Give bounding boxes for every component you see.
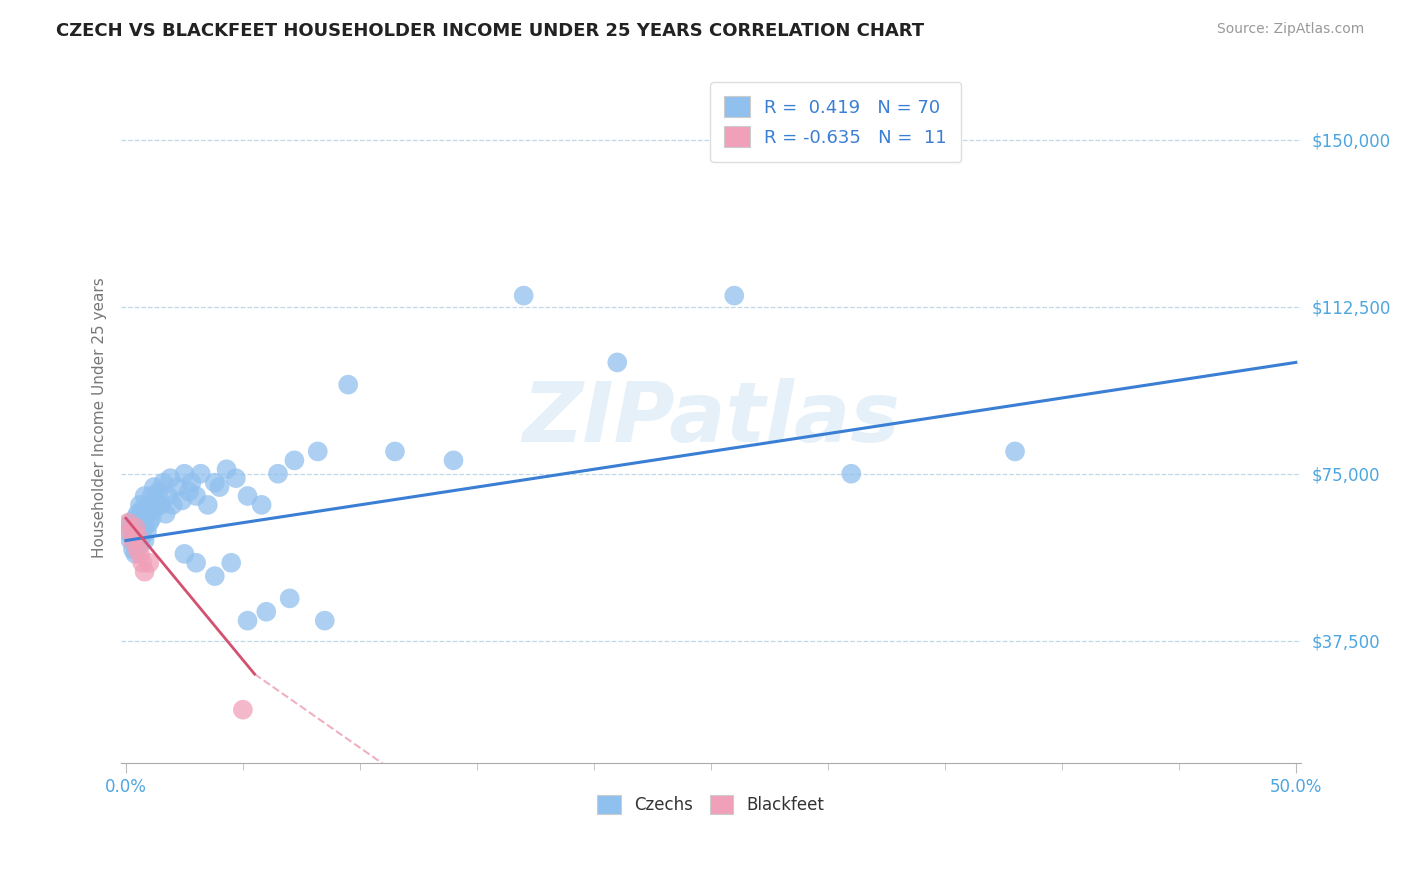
Point xyxy=(204,475,226,490)
Point xyxy=(127,529,149,543)
Point xyxy=(278,591,301,606)
Point xyxy=(138,556,160,570)
Point xyxy=(150,498,173,512)
Point xyxy=(127,520,149,534)
Point xyxy=(122,533,145,548)
Point xyxy=(177,484,200,499)
Text: Source: ZipAtlas.com: Source: ZipAtlas.com xyxy=(1216,22,1364,37)
Point xyxy=(219,556,242,570)
Point xyxy=(122,542,145,557)
Point xyxy=(307,444,329,458)
Point xyxy=(267,467,290,481)
Point xyxy=(152,475,174,490)
Point xyxy=(1004,444,1026,458)
Point xyxy=(120,533,142,548)
Point xyxy=(148,484,170,499)
Point xyxy=(141,511,163,525)
Point xyxy=(215,462,238,476)
Point xyxy=(170,493,193,508)
Point xyxy=(180,475,202,490)
Point xyxy=(236,489,259,503)
Point xyxy=(120,516,142,530)
Point xyxy=(127,533,149,548)
Point xyxy=(314,614,336,628)
Point xyxy=(117,524,139,539)
Point xyxy=(145,493,167,508)
Point xyxy=(136,524,159,539)
Point xyxy=(131,502,153,516)
Point xyxy=(122,520,145,534)
Point xyxy=(127,507,149,521)
Y-axis label: Householder Income Under 25 years: Householder Income Under 25 years xyxy=(93,277,107,558)
Point xyxy=(208,480,231,494)
Point xyxy=(129,547,152,561)
Point xyxy=(225,471,247,485)
Point xyxy=(134,533,156,548)
Point xyxy=(162,498,184,512)
Point xyxy=(129,511,152,525)
Point xyxy=(141,489,163,503)
Text: ZIPatlas: ZIPatlas xyxy=(522,377,900,458)
Point xyxy=(337,377,360,392)
Text: CZECH VS BLACKFEET HOUSEHOLDER INCOME UNDER 25 YEARS CORRELATION CHART: CZECH VS BLACKFEET HOUSEHOLDER INCOME UN… xyxy=(56,22,924,40)
Point xyxy=(254,605,277,619)
Point xyxy=(134,520,156,534)
Point xyxy=(155,507,177,521)
Point xyxy=(138,498,160,512)
Point xyxy=(124,547,146,561)
Point xyxy=(283,453,305,467)
Point xyxy=(166,480,188,494)
Point xyxy=(129,524,152,539)
Point xyxy=(190,467,212,481)
Point xyxy=(184,556,207,570)
Point xyxy=(129,538,152,552)
Point xyxy=(129,498,152,512)
Point xyxy=(143,480,166,494)
Point xyxy=(606,355,628,369)
Point xyxy=(443,453,465,467)
Point xyxy=(156,489,179,503)
Point xyxy=(184,489,207,503)
Point xyxy=(138,516,160,530)
Point xyxy=(204,569,226,583)
Point xyxy=(131,556,153,570)
Point xyxy=(236,614,259,628)
Point xyxy=(197,498,219,512)
Point xyxy=(124,511,146,525)
Point xyxy=(134,489,156,503)
Point xyxy=(839,467,862,481)
Point xyxy=(124,520,146,534)
Point xyxy=(131,516,153,530)
Point xyxy=(723,288,745,302)
Point xyxy=(173,467,195,481)
Point xyxy=(173,547,195,561)
Point xyxy=(143,502,166,516)
Point xyxy=(136,507,159,521)
Point xyxy=(131,529,153,543)
Point xyxy=(117,516,139,530)
Point xyxy=(232,703,254,717)
Point xyxy=(124,529,146,543)
Point xyxy=(159,471,181,485)
Point xyxy=(384,444,406,458)
Point xyxy=(134,565,156,579)
Point xyxy=(120,524,142,539)
Point xyxy=(127,542,149,557)
Legend: Czechs, Blackfeet: Czechs, Blackfeet xyxy=(588,785,834,824)
Point xyxy=(250,498,273,512)
Point xyxy=(512,288,534,302)
